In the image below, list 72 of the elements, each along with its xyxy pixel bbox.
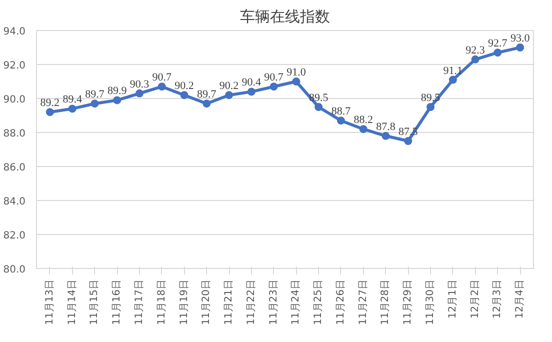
point — [382, 132, 390, 140]
y-tick-label: 80.0 — [3, 264, 26, 276]
data-label: 90.2 — [219, 80, 239, 92]
point — [270, 82, 278, 91]
y-tick-label: 84.0 — [3, 196, 26, 208]
point — [180, 91, 188, 100]
point — [426, 103, 435, 111]
x-tick-label: 11月17日 — [134, 279, 145, 325]
data-label: 90.3 — [130, 78, 150, 90]
point — [516, 44, 524, 52]
data-label: 90.2 — [174, 80, 194, 92]
data-label: 93.0 — [510, 32, 530, 44]
point — [359, 125, 368, 134]
data-label: 89.7 — [85, 88, 105, 101]
point — [202, 100, 211, 108]
x-tick-label: 11月13日 — [44, 279, 56, 325]
x-tick-label: 11月22日 — [246, 279, 257, 325]
data-label: 92.3 — [466, 44, 486, 56]
y-tick-label: 88.0 — [3, 128, 26, 140]
data-label: 90.7 — [152, 72, 172, 84]
x-tick-label: 11月29日 — [402, 279, 414, 325]
y-tick-label: 86.0 — [3, 162, 26, 174]
point — [471, 55, 480, 64]
x-tick-label: 11月21日 — [224, 279, 235, 325]
x-tick-label: 12月2日 — [470, 279, 481, 319]
data-label: 89.7 — [197, 88, 217, 101]
x-tick-label: 11月27日 — [358, 279, 369, 325]
point — [292, 78, 300, 86]
x-tick-label: 12月4日 — [514, 279, 526, 319]
point — [448, 76, 457, 84]
data-label: 88.2 — [354, 114, 373, 126]
x-tick-label: 11月18日 — [156, 279, 168, 325]
x-tick-label: 12月3日 — [492, 279, 504, 319]
x-tick-label: 11月15日 — [89, 279, 100, 325]
data-label: 89.9 — [107, 85, 128, 98]
point — [314, 103, 323, 111]
x-tick-label: 11月16日 — [112, 279, 123, 325]
data-label: 92.7 — [488, 38, 508, 50]
x-tick-label: 11月25日 — [313, 279, 324, 325]
point — [113, 96, 122, 104]
x-tick-label: 11月24日 — [290, 279, 302, 325]
x-tick-label: 11月26日 — [335, 279, 346, 325]
x-tick-label: 11月20日 — [201, 279, 212, 325]
point — [247, 88, 256, 96]
point — [135, 89, 144, 98]
point — [225, 91, 234, 100]
x-tick-label: 11月14日 — [66, 279, 78, 325]
data-label: 88.7 — [331, 106, 352, 118]
point — [494, 48, 502, 57]
x-tick-label: 11月19日 — [178, 279, 190, 325]
data-label: 91.0 — [286, 66, 306, 78]
point — [46, 108, 54, 116]
y-tick-label: 90.0 — [3, 94, 26, 106]
data-label: 91.1 — [443, 64, 463, 77]
x-tick-label: 11月30日 — [425, 279, 436, 325]
x-tick-label: 11月28日 — [380, 279, 392, 325]
data-label: 90.7 — [264, 72, 284, 84]
x-tick-label: 12月1日 — [447, 279, 458, 319]
y-tick-label: 92.0 — [3, 60, 26, 72]
data-label: 89.4 — [62, 94, 82, 106]
point — [90, 100, 99, 108]
chart-title: 车辆在线指数 — [240, 8, 330, 26]
point — [158, 82, 166, 91]
x-tick-label: 11月23日 — [268, 279, 280, 325]
data-label: 89.2 — [40, 97, 60, 110]
y-tick-label: 82.0 — [3, 230, 26, 242]
point — [68, 104, 76, 113]
data-label: 87.8 — [376, 120, 396, 133]
data-label: 90.4 — [242, 76, 262, 89]
point — [404, 137, 412, 145]
y-tick-label: 94.0 — [3, 26, 26, 38]
point — [336, 116, 345, 125]
